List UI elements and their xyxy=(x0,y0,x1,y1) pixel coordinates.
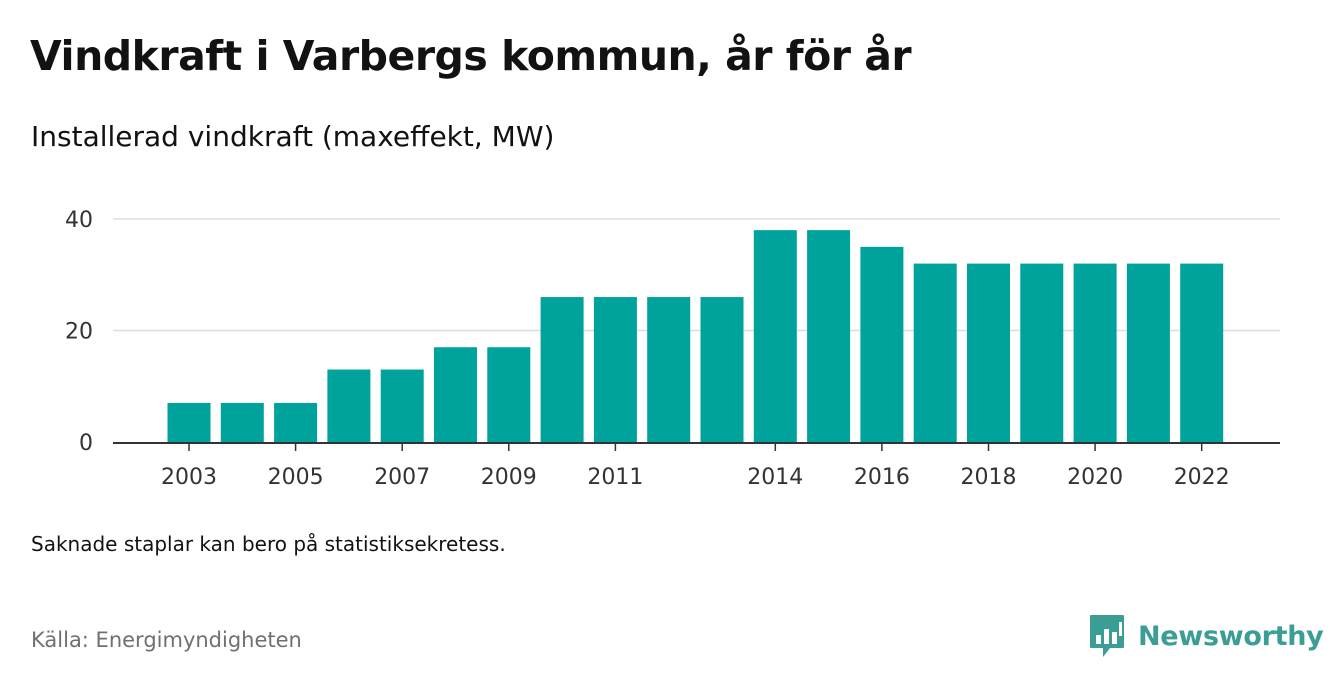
brand-name: Newsworthy xyxy=(1138,620,1324,652)
x-tick-label: 2022 xyxy=(1174,465,1230,490)
x-tick-label: 2016 xyxy=(854,465,910,490)
bar-2014 xyxy=(753,230,797,442)
bar-2009 xyxy=(487,347,531,442)
x-tick-label: 2014 xyxy=(747,465,803,490)
bar-2011 xyxy=(593,297,637,442)
bar-2021 xyxy=(1126,263,1170,442)
chart-title: Vindkraft i Varbergs kommun, år för år xyxy=(30,32,912,80)
bar-2018 xyxy=(967,263,1010,442)
x-tick-label: 2005 xyxy=(268,465,324,490)
y-tick-labels: 0 20 40 xyxy=(65,208,93,456)
newsworthy-icon xyxy=(1090,615,1124,657)
bar-2016 xyxy=(860,246,904,442)
bar-2010 xyxy=(540,297,584,442)
bar-2008 xyxy=(434,347,477,442)
bar-2012 xyxy=(647,297,691,442)
x-tick-label: 2009 xyxy=(481,465,537,490)
bar-2020 xyxy=(1073,263,1117,442)
footnote: Saknade staplar kan bero på statistiksek… xyxy=(31,532,506,556)
newsworthy-logo: Newsworthy xyxy=(1088,612,1324,660)
bar-2022 xyxy=(1180,263,1224,442)
bar-2006 xyxy=(327,369,371,442)
chart-subtitle: Installerad vindkraft (maxeffekt, MW) xyxy=(31,120,555,153)
bar-2004 xyxy=(220,402,264,442)
bar-2015 xyxy=(807,230,851,442)
bar-2003 xyxy=(167,402,211,442)
bar-2007 xyxy=(380,369,424,442)
bar-2013 xyxy=(700,297,744,442)
x-tick-label: 2003 xyxy=(161,465,217,490)
axes xyxy=(113,442,1280,451)
y-tick-label: 40 xyxy=(65,208,93,233)
y-tick-label: 0 xyxy=(79,431,93,456)
bar-2019 xyxy=(1020,263,1064,442)
x-tick-label: 2018 xyxy=(961,465,1017,490)
bars xyxy=(167,230,1224,442)
bar-2005 xyxy=(274,402,318,442)
y-tick-label: 20 xyxy=(65,320,93,345)
x-tick-labels: 2003 2005 2007 2009 2011 2014 2016 2018 2020 2022 xyxy=(161,465,1230,490)
x-tick-label: 2011 xyxy=(587,465,643,490)
x-tick-label: 2007 xyxy=(374,465,430,490)
bar-2017 xyxy=(913,263,957,442)
source-label: Källa: Energimyndigheten xyxy=(31,628,302,652)
x-tick-label: 2020 xyxy=(1067,465,1123,490)
